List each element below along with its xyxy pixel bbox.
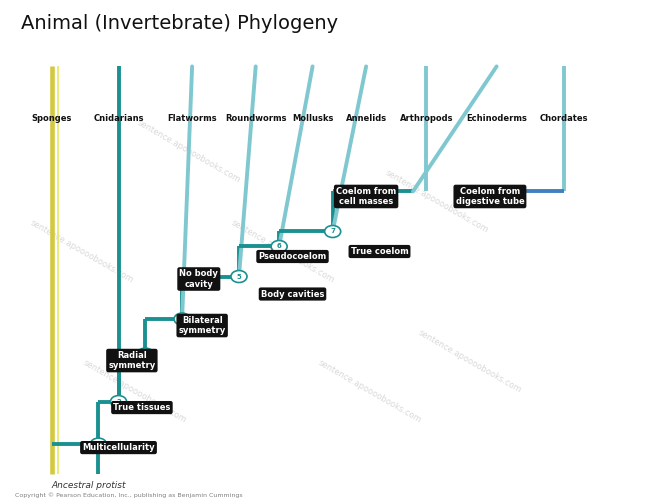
Circle shape — [110, 395, 126, 407]
Text: Animal (Invertebrate) Phylogeny: Animal (Invertebrate) Phylogeny — [22, 14, 339, 33]
Circle shape — [271, 240, 287, 253]
Text: 2: 2 — [116, 398, 121, 404]
Circle shape — [325, 225, 341, 237]
Text: Annelids: Annelids — [345, 114, 386, 123]
Text: Coelom from
digestive tube: Coelom from digestive tube — [456, 187, 524, 206]
Text: sentence.apoooobooks.com: sentence.apoooobooks.com — [417, 328, 523, 395]
Circle shape — [91, 438, 106, 450]
Text: sentence.apoooobooks.com: sentence.apoooobooks.com — [136, 118, 242, 185]
Text: sentence.apoooobooks.com: sentence.apoooobooks.com — [383, 168, 490, 235]
Text: sentence.apoooobooks.com: sentence.apoooobooks.com — [82, 358, 188, 425]
Text: 7: 7 — [330, 228, 335, 234]
Circle shape — [231, 271, 247, 283]
Text: Mollusks: Mollusks — [292, 114, 333, 123]
Text: Sponges: Sponges — [32, 114, 72, 123]
Text: Bilateral
symmetry: Bilateral symmetry — [179, 316, 226, 335]
Text: Pseudocoelom: Pseudocoelom — [258, 252, 327, 261]
Text: 4: 4 — [179, 316, 185, 322]
Text: Chordates: Chordates — [540, 114, 588, 123]
Text: True coelom: True coelom — [351, 247, 409, 256]
Text: Radial
symmetry: Radial symmetry — [108, 351, 155, 370]
Text: Roundworms: Roundworms — [225, 114, 286, 123]
Text: 6: 6 — [277, 243, 282, 249]
Circle shape — [174, 313, 190, 325]
Text: sentence.apoooobooks.com: sentence.apoooobooks.com — [229, 218, 336, 285]
Text: No body
cavity: No body cavity — [179, 269, 218, 289]
Text: Cnidarians: Cnidarians — [93, 114, 144, 123]
Text: 3: 3 — [143, 351, 148, 357]
Circle shape — [137, 348, 153, 360]
Text: Arthropods: Arthropods — [400, 114, 453, 123]
Text: Flatworms: Flatworms — [167, 114, 217, 123]
Text: Coelom from
cell masses: Coelom from cell masses — [336, 187, 396, 206]
Text: sentence.apoooobooks.com: sentence.apoooobooks.com — [317, 358, 423, 425]
Text: Body cavities: Body cavities — [261, 290, 324, 298]
Text: 5: 5 — [237, 274, 241, 280]
Text: True tissues: True tissues — [114, 403, 171, 412]
Text: Ancestral protist: Ancestral protist — [51, 480, 126, 489]
Text: Multicellularity: Multicellularity — [82, 443, 155, 452]
Text: Copyright © Pearson Education, Inc., publishing as Benjamin Cummings: Copyright © Pearson Education, Inc., pub… — [15, 492, 243, 497]
Text: 1: 1 — [96, 441, 101, 447]
Text: sentence.apoooobooks.com: sentence.apoooobooks.com — [28, 218, 135, 285]
Text: Echinoderms: Echinoderms — [466, 114, 527, 123]
